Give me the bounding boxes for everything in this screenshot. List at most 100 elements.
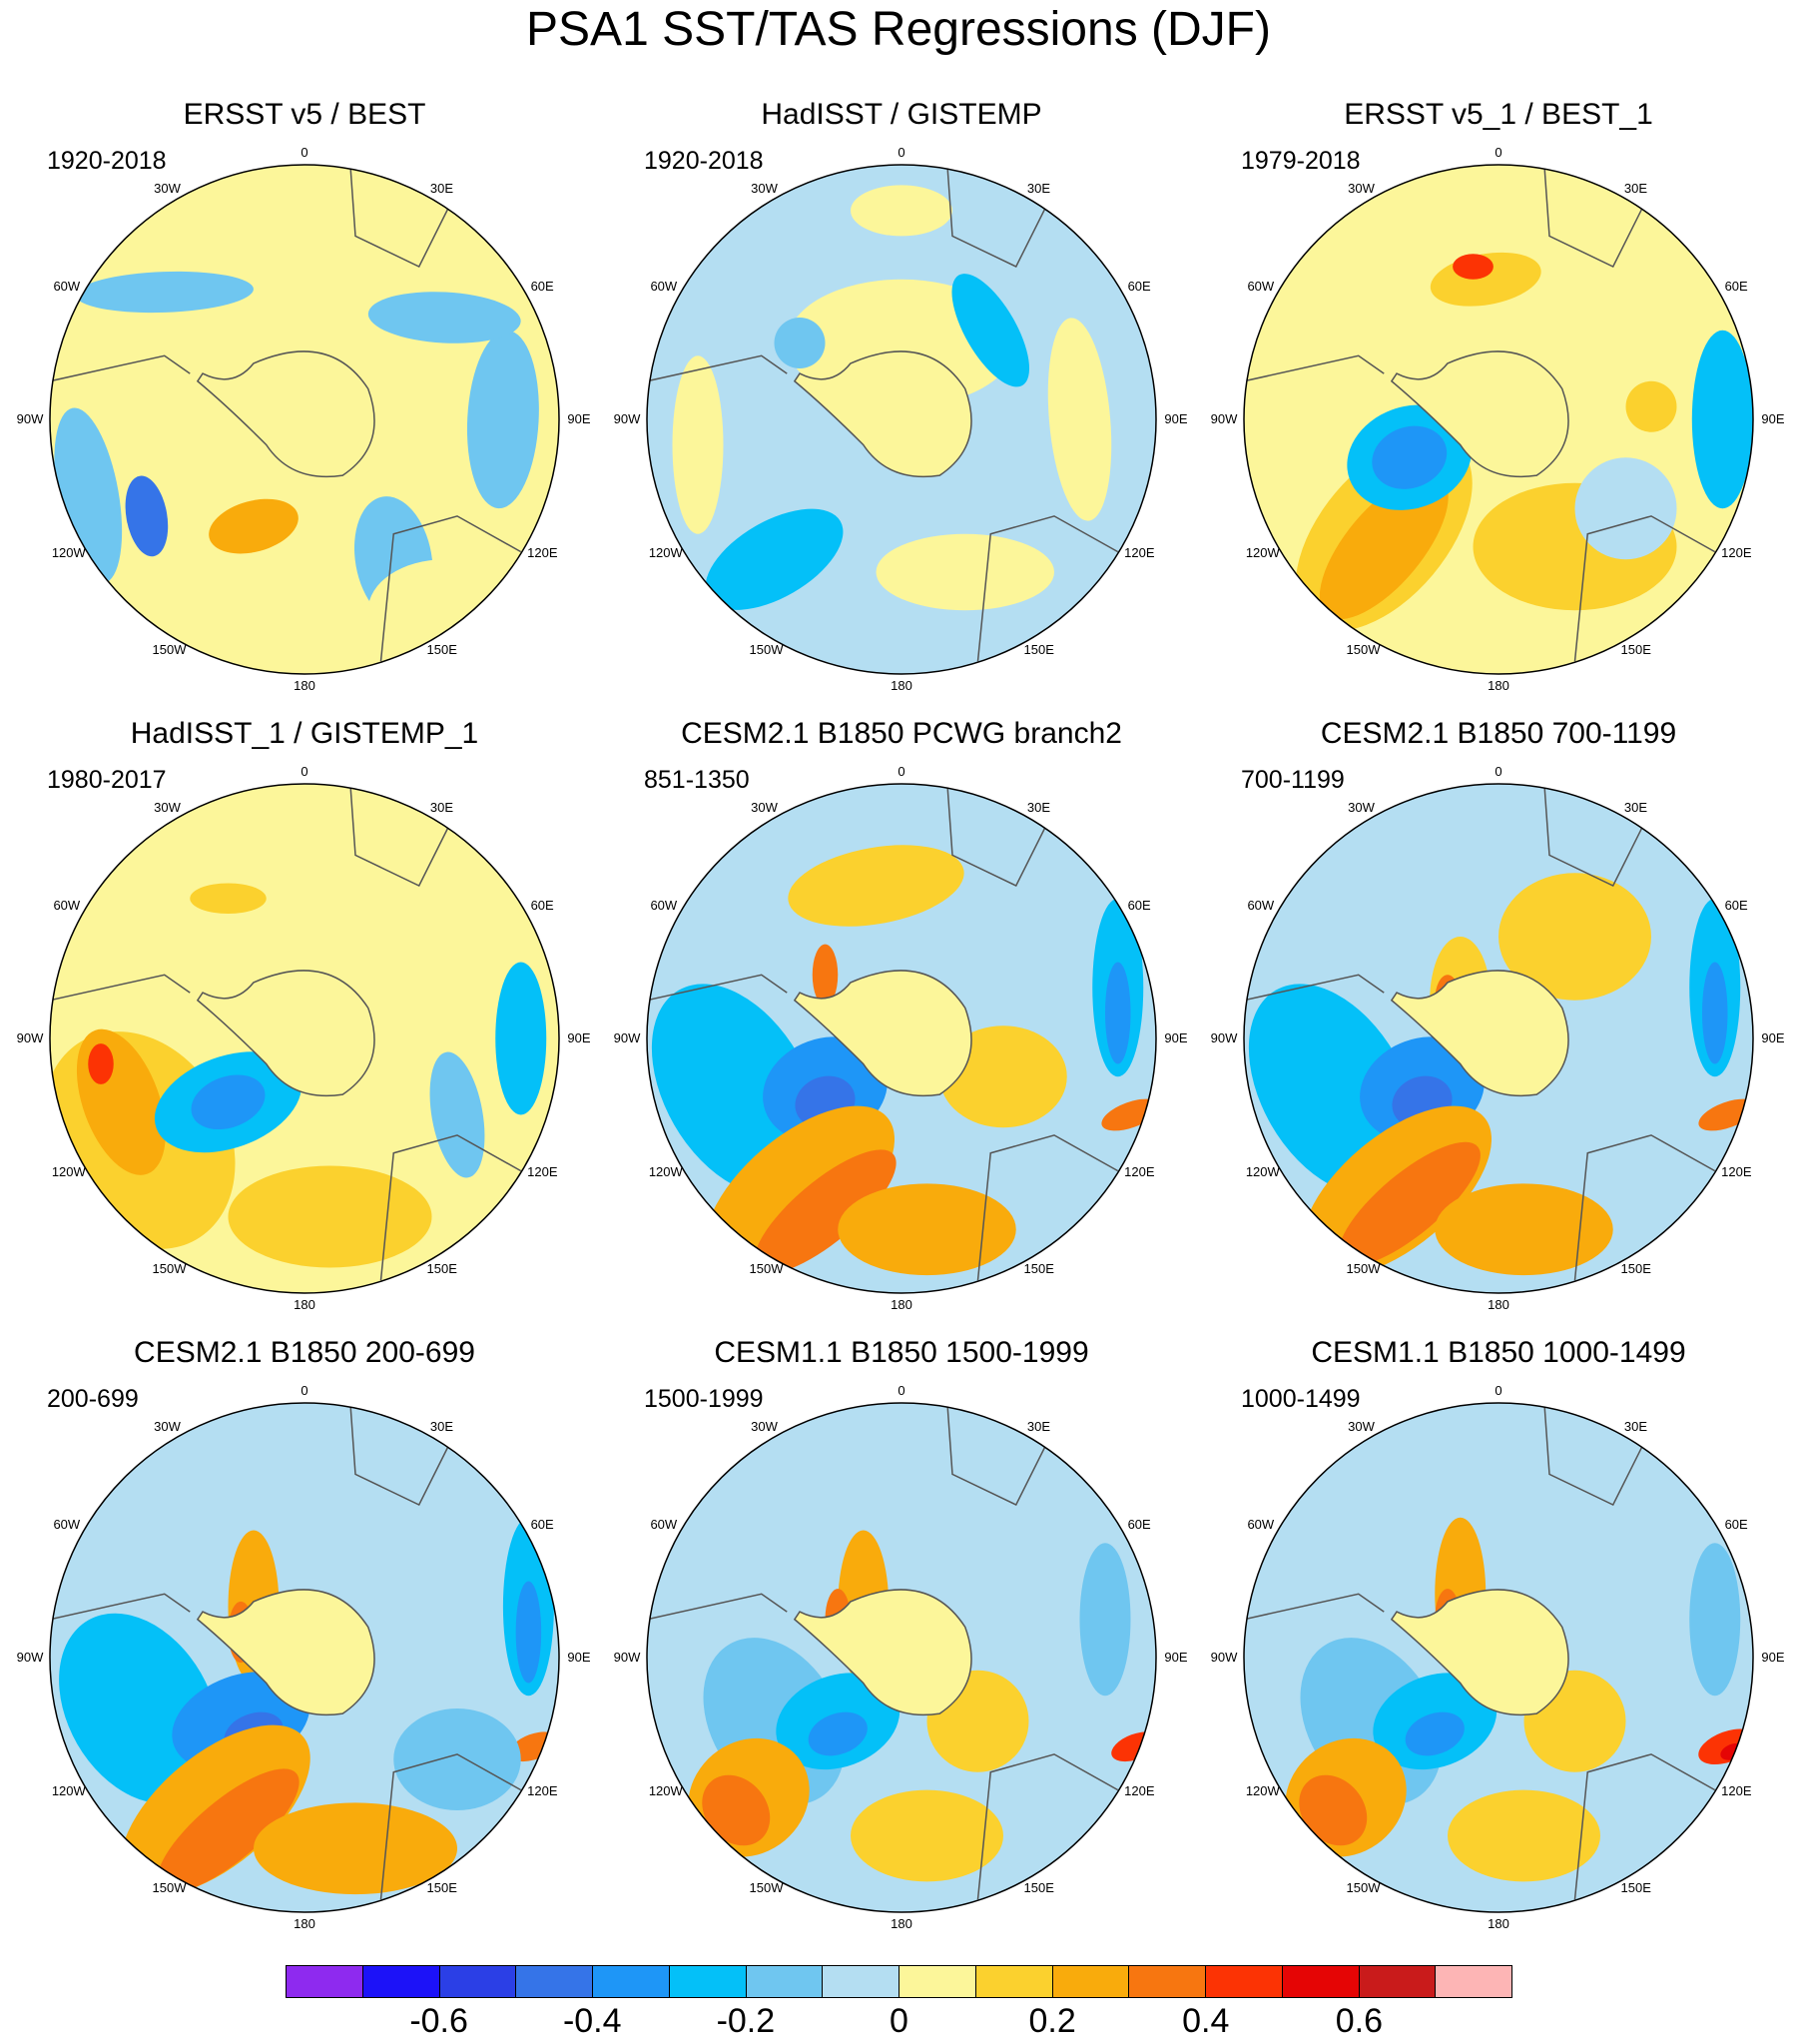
panel-period: 1920-2018: [644, 147, 764, 175]
longitude-label: 0: [898, 1383, 905, 1398]
anomaly-contour: [228, 1165, 432, 1268]
panel-title: HadISST / GISTEMP: [761, 98, 1042, 131]
antarctica-coastline: [1390, 350, 1569, 478]
longitude-label: 120E: [1124, 1782, 1155, 1798]
longitude-label: 30E: [1026, 180, 1051, 196]
antarctica-coastline: [793, 350, 972, 478]
longitude-label: 120E: [527, 544, 558, 560]
anomaly-contour: [1689, 1543, 1741, 1697]
colorbar-swatch: [287, 1966, 363, 1997]
antarctica-coastline: [793, 970, 972, 1097]
longitude-label: 90W: [16, 1030, 44, 1045]
anomaly-contour: [838, 1183, 1016, 1276]
panel-title: CESM2.1 B1850 PCWG branch2: [681, 717, 1122, 750]
main-title: PSA1 SST/TAS Regressions (DJF): [526, 3, 1271, 56]
panel-title: CESM2.1 B1850 200-699: [134, 1336, 475, 1369]
longitude-label: 60W: [53, 897, 81, 913]
anomaly-contour: [125, 475, 169, 557]
panel-title: ERSST v5_1 / BEST_1: [1344, 98, 1653, 131]
longitude-label: 90E: [567, 411, 591, 426]
anomaly-contour: [754, 1149, 897, 1274]
anomaly-contour: [59, 1613, 220, 1804]
south-america-coastline: [647, 974, 788, 1002]
longitude-label: 60E: [1127, 278, 1151, 294]
longitude-label: 150E: [426, 1880, 457, 1896]
colorbar-tick-label: 0: [890, 2002, 908, 2040]
panel-period: 1000-1499: [1241, 1385, 1361, 1413]
anomaly-contour: [1702, 962, 1728, 1064]
anomaly-contour: [1105, 962, 1131, 1064]
longitude-label: 120E: [1721, 544, 1752, 560]
longitude-label: 90E: [567, 1030, 591, 1045]
longitude-label: 60W: [1247, 897, 1275, 913]
colorbar-swatch: [669, 1966, 747, 1997]
polar-map-8: [646, 1402, 1157, 1913]
longitude-label: 150W: [1346, 642, 1381, 658]
panel-period: 200-699: [47, 1385, 139, 1413]
longitude-label: 150W: [1346, 1261, 1381, 1277]
anomaly-contour: [1047, 318, 1112, 521]
anomaly-contour: [1498, 873, 1651, 1001]
longitude-label: 150W: [152, 642, 187, 658]
anomaly-contour: [406, 962, 508, 1064]
longitude-label: 120W: [648, 1163, 683, 1179]
longitude-label: 30W: [751, 799, 778, 815]
longitude-label: 30E: [1623, 1418, 1648, 1434]
longitude-label: 120W: [51, 1782, 86, 1798]
africa-coastline: [946, 1403, 1055, 1506]
anomaly-contour: [851, 1789, 1003, 1882]
anomaly-contour: [429, 1051, 485, 1178]
panel-period: 1979-2018: [1241, 147, 1361, 175]
longitude-label: 150E: [426, 642, 457, 658]
longitude-label: 30W: [1348, 1418, 1375, 1434]
africa-coastline: [349, 1403, 458, 1506]
longitude-label: 30W: [154, 1418, 181, 1434]
south-america-coastline: [50, 1593, 191, 1621]
longitude-label: 150E: [1023, 1880, 1054, 1896]
anomaly-contour: [466, 330, 539, 509]
longitude-label: 90W: [1210, 1650, 1238, 1665]
anomaly-contour: [1691, 330, 1753, 509]
anomaly-contour: [1338, 1141, 1481, 1266]
longitude-label: 60E: [1127, 897, 1151, 913]
colorbar-swatch: [1129, 1966, 1206, 1997]
australia-coastline: [976, 1134, 1119, 1281]
longitude-label: 150W: [749, 1261, 784, 1277]
anomaly-contour: [1101, 1098, 1156, 1131]
longitude-label: 60E: [1127, 1516, 1151, 1532]
anomaly-contour: [367, 292, 521, 343]
longitude-label: 90E: [1761, 411, 1785, 426]
australia-coastline: [976, 1753, 1119, 1900]
antarctica-coastline: [196, 350, 375, 478]
anomaly-contour: [1372, 425, 1448, 489]
colorbar-swatch: [1436, 1966, 1511, 1997]
anomaly-contour: [191, 1074, 266, 1130]
longitude-label: 90W: [16, 1650, 44, 1665]
anomaly-contour: [951, 274, 1030, 387]
longitude-label: 30E: [429, 1418, 454, 1434]
panel-period: 1500-1999: [644, 1385, 764, 1413]
anomaly-contour: [393, 1708, 521, 1810]
polar-map-4: [49, 783, 560, 1294]
colorbar-swatch: [516, 1966, 593, 1997]
colorbar-swatch: [975, 1966, 1053, 1997]
anomaly-contour: [157, 1768, 300, 1893]
colorbar-tick-label: 0.4: [1182, 2002, 1230, 2040]
australia-coastline: [1573, 1753, 1716, 1900]
longitude-label: 0: [898, 764, 905, 779]
longitude-label: 120E: [1124, 544, 1155, 560]
longitude-label: 180: [1488, 1297, 1509, 1312]
longitude-label: 60W: [53, 278, 81, 294]
longitude-label: 120E: [527, 1163, 558, 1179]
map-border: [49, 1402, 560, 1913]
panel-period: 851-1350: [644, 766, 750, 794]
africa-coastline: [349, 784, 458, 887]
map-border: [646, 1402, 1157, 1913]
longitude-label: 120E: [1721, 1163, 1752, 1179]
longitude-label: 30E: [1623, 180, 1648, 196]
colorbar-swatch: [439, 1966, 517, 1997]
colorbar-swatch: [593, 1966, 670, 1997]
longitude-label: 90W: [1210, 1030, 1238, 1045]
longitude-label: 180: [891, 1916, 912, 1931]
anomaly-contour: [702, 1774, 771, 1846]
